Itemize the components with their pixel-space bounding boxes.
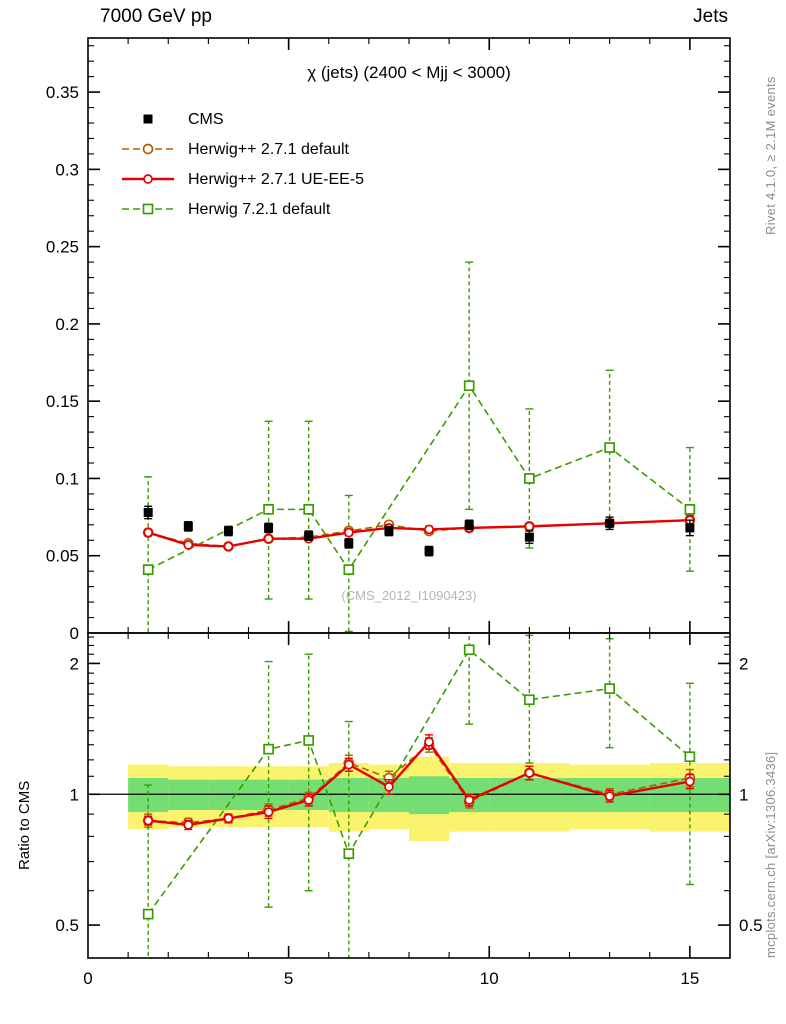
- ratio-uncertainty-bands: [128, 756, 730, 842]
- marker-open-circle: [183, 820, 194, 830]
- marker-open-square: [604, 442, 615, 453]
- marker-filled-square: [264, 523, 274, 533]
- marker-open-square: [524, 694, 535, 706]
- marker-open-circle: [685, 776, 695, 787]
- ratio-y-tick-label-right: 2: [739, 654, 748, 673]
- marker-open-circle: [143, 815, 154, 826]
- main-y-tick-label: 0: [70, 624, 79, 643]
- ratio-y-tick-label-right: 0.5: [739, 916, 763, 935]
- marker-filled-square: [344, 538, 354, 548]
- marker-open-circle: [143, 527, 154, 538]
- chart-title: χ (jets) (2400 < Mjj < 3000): [307, 63, 511, 82]
- marker-open-square: [684, 751, 696, 763]
- marker-open-circle: [263, 807, 274, 817]
- legend-label: Herwig 7.2.1 default: [188, 201, 331, 218]
- beam-energy-label: 7000 GeV pp: [100, 6, 212, 27]
- marker-open-circle: [263, 533, 274, 544]
- marker-open-circle: [142, 143, 154, 155]
- green-band-segment: [168, 779, 209, 811]
- marker-open-circle: [464, 795, 475, 805]
- marker-open-square: [524, 473, 535, 484]
- marker-filled-square: [424, 546, 434, 556]
- main-y-tick-label: 0.1: [55, 469, 79, 488]
- marker-open-square: [604, 683, 615, 694]
- main-y-tick-label: 0.15: [46, 392, 79, 411]
- marker-open-circle: [303, 795, 314, 805]
- legend-label: Herwig++ 2.7.1 default: [188, 141, 350, 158]
- analysis-id-watermark: (CMS_2012_I1090423): [341, 588, 477, 603]
- x-tick-label: 5: [284, 969, 293, 988]
- marker-open-circle: [343, 759, 354, 770]
- marker-open-circle: [343, 527, 354, 538]
- marker-open-circle: [384, 782, 394, 792]
- x-tick-label: 10: [480, 969, 499, 988]
- marker-open-circle: [223, 541, 234, 552]
- ratio-panel-series: [142, 633, 696, 958]
- marker-filled-square: [183, 521, 193, 531]
- x-tick-label: 0: [83, 969, 92, 988]
- series-line-ratio: [148, 739, 691, 827]
- ratio-y-tick-label-right: 1: [739, 785, 748, 804]
- marker-open-circle: [183, 540, 194, 550]
- marker-open-circle: [604, 791, 615, 802]
- marker-filled-square: [143, 507, 153, 517]
- marker-open-square: [142, 203, 154, 215]
- marker-open-square: [463, 644, 475, 656]
- main-y-tick-label: 0.35: [46, 83, 79, 102]
- main-y-tick-label: 0.3: [55, 160, 79, 179]
- marker-open-square: [303, 735, 315, 746]
- main-panel-series: [142, 261, 696, 633]
- green-band-segment: [409, 776, 450, 815]
- series-line-main: [147, 518, 690, 548]
- main-y-tick-label: 0.2: [55, 315, 79, 334]
- marker-open-circle: [524, 521, 535, 532]
- marker-open-square: [343, 848, 355, 860]
- marker-filled-square: [524, 532, 534, 542]
- marker-open-square: [303, 504, 315, 515]
- green-band-segment: [489, 777, 570, 813]
- marker-open-circle: [524, 768, 535, 778]
- marker-filled-square: [143, 114, 153, 124]
- marker-open-circle: [424, 524, 434, 535]
- series-line-ratio: [147, 648, 691, 915]
- marker-open-square: [263, 504, 274, 515]
- marker-filled-square: [304, 531, 314, 541]
- legend-label: CMS: [188, 111, 224, 128]
- x-tick-label: 15: [680, 969, 699, 988]
- main-y-tick-label: 0.05: [46, 547, 79, 566]
- marker-filled-square: [464, 520, 474, 530]
- marker-open-circle: [223, 813, 234, 824]
- analysis-group-label: Jets: [693, 6, 728, 27]
- marker-filled-square: [223, 526, 233, 536]
- ratio-y-tick-label: 2: [70, 654, 79, 673]
- ticks: [88, 38, 730, 958]
- marker-filled-square: [384, 526, 394, 536]
- marker-open-circle: [424, 737, 434, 747]
- main-y-tick-label: 0.25: [46, 238, 79, 257]
- marker-open-square: [463, 380, 475, 392]
- legend-label: Herwig++ 2.7.1 UE-EE-5: [188, 171, 364, 188]
- marker-open-circle: [143, 174, 153, 184]
- series-line-main: [147, 384, 691, 572]
- marker-open-square: [263, 743, 274, 755]
- marker-open-square: [142, 564, 154, 575]
- ratio-y-tick-label: 1: [70, 785, 79, 804]
- marker-open-square: [142, 908, 154, 920]
- marker-open-square: [343, 564, 355, 575]
- marker-filled-square: [605, 518, 615, 528]
- marker-filled-square: [685, 523, 695, 533]
- ratio-y-tick-label: 0.5: [55, 916, 79, 935]
- marker-open-square: [684, 504, 696, 515]
